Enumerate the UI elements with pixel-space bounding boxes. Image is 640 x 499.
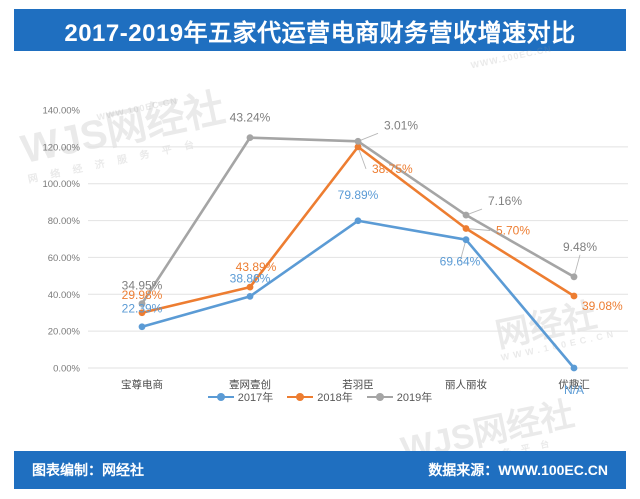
line-chart: 0.00% 20.00% 40.00% 60.00% 80.00% 100.00% 120.… — [0, 55, 640, 415]
data-label: 39.08% — [582, 299, 623, 313]
x-axis-tick-label: 宝尊电商 — [121, 378, 163, 391]
y-axis-tick-label: 20.00% — [48, 327, 81, 338]
data-label: 38.75% — [372, 162, 413, 176]
label-leader-line — [357, 132, 379, 142]
data-point-marker — [462, 211, 470, 219]
label-leader-line — [573, 254, 581, 277]
y-axis-tick-label: 40.00% — [48, 290, 81, 301]
legend-item-2019年[interactable]: 2019年 — [366, 389, 433, 405]
y-axis-tick-label: 120.00% — [42, 142, 80, 153]
legend-swatch-line — [207, 393, 234, 401]
data-label: 43.24% — [230, 111, 271, 125]
chart-label-leader-lines — [249, 132, 581, 288]
data-label: 69.64% — [440, 255, 481, 269]
data-point-marker — [354, 137, 362, 145]
chart-y-axis-labels: 0.00% 20.00% 40.00% 60.00% 80.00% 100.00% 120.… — [42, 106, 80, 375]
legend-swatch-dot — [296, 393, 305, 401]
data-point-marker — [354, 143, 362, 151]
data-label: 7.16% — [488, 194, 522, 208]
data-point-marker — [570, 273, 578, 281]
chart-series-lines — [140, 136, 576, 370]
data-label: 5.70% — [496, 223, 530, 237]
data-point-marker — [354, 217, 362, 225]
chart-svg: 0.00% 20.00% 40.00% 60.00% 80.00% 100.00% 120.… — [42, 106, 628, 397]
label-leader-line — [357, 146, 367, 170]
data-label: 9.48% — [563, 240, 597, 254]
y-axis-tick-label: 60.00% — [48, 253, 81, 264]
legend-swatch-dot — [375, 393, 384, 401]
y-axis-tick-label: 80.00% — [48, 216, 81, 227]
x-axis-tick-label: 若羽臣 — [342, 378, 374, 391]
chart-legend: 2017年 2018年 2019年 — [0, 386, 640, 408]
label-leader-line — [459, 239, 467, 262]
label-leader-line — [465, 228, 491, 231]
legend-label: 2019年 — [396, 392, 433, 404]
data-label: 43.89% — [236, 260, 277, 274]
legend-label: 2018年 — [317, 392, 353, 404]
data-label: 3.01% — [384, 118, 418, 132]
data-label: 29.98% — [122, 288, 163, 302]
data-point-marker — [246, 134, 254, 142]
x-axis-tick-label: 丽人丽妆 — [445, 378, 487, 391]
legend-label: 2017年 — [237, 392, 274, 404]
footer-source: 数据来源：WWW.100EC.CN — [428, 462, 608, 478]
y-axis-tick-label: 0.00% — [53, 364, 80, 375]
data-point-marker — [246, 292, 254, 300]
y-axis-tick-label: 140.00% — [42, 106, 80, 117]
data-label: 34.95% — [122, 279, 163, 293]
chart-x-axis-labels: 宝尊电商 壹网壹创 若羽臣 丽人丽妆 优趣汇 — [121, 378, 590, 391]
legend-swatch-line — [287, 393, 314, 401]
y-axis-tick-label: 100.00% — [42, 179, 80, 190]
legend-item-2017年[interactable]: 2017年 — [207, 389, 274, 405]
legend-swatch-line — [366, 393, 393, 401]
data-point-marker — [246, 283, 254, 291]
data-label: 38.86% — [230, 271, 271, 285]
x-axis-tick-label: 壹网壹创 — [229, 378, 271, 391]
page-title: 2017-2019年五家代运营电商财务营收增速对比 — [64, 19, 576, 47]
chart-data-markers — [138, 134, 578, 372]
data-point-marker — [570, 292, 578, 300]
legend-swatch-dot — [216, 393, 225, 401]
x-axis-tick-label: 优趣汇 — [558, 378, 590, 391]
data-point-marker — [138, 323, 146, 331]
chart-footer-bar: 图表编制：网经社 数据来源：WWW.100EC.CN — [14, 451, 626, 489]
data-point-marker — [138, 300, 146, 307]
data-point-marker — [570, 364, 578, 372]
data-point-marker — [462, 225, 470, 232]
data-point-marker — [462, 236, 470, 244]
chart-data-labels: 22.39% 38.86% 79.89% 69.64% N/A 29.98% 43.89% 3… — [122, 111, 623, 397]
data-label: 79.89% — [338, 188, 379, 202]
data-label: 22.39% — [122, 302, 163, 316]
data-label: N/A — [564, 383, 584, 397]
footer-credit: 图表编制：网经社 — [32, 462, 144, 478]
legend-item-2018年[interactable]: 2018年 — [287, 389, 353, 405]
chart-title-bar: 2017-2019年五家代运营电商财务营收增速对比 — [14, 9, 626, 51]
data-point-marker — [138, 309, 146, 317]
